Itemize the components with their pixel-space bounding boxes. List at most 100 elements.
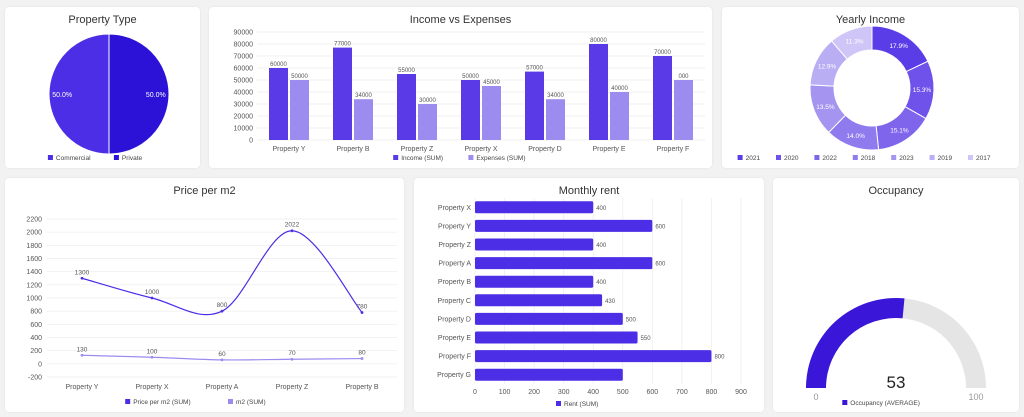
y-tick-label: 30000 (234, 102, 254, 109)
y-tick-label: 800 (30, 309, 42, 316)
bar (475, 257, 653, 270)
bar-data-label: 60000 (270, 62, 287, 68)
pie-slice (108, 33, 170, 155)
bar-data-label: 550 (641, 336, 652, 342)
data-point (150, 355, 154, 359)
point-data-label: 80 (358, 350, 366, 357)
chart-title: Income vs Expenses (409, 14, 512, 26)
x-tick-label: 600 (646, 389, 658, 396)
bar (482, 86, 501, 140)
occupancy-gauge-chart[interactable]: 53 0 100 Occupancy (AVERAGE) (773, 178, 1019, 412)
legend-swatch (814, 155, 820, 160)
y-tick-label: 0 (38, 361, 42, 368)
point-data-label: 1000 (145, 289, 160, 296)
x-tick-label: 700 (676, 389, 688, 396)
legend-swatch (737, 155, 743, 160)
y-tick-label: 60000 (234, 66, 254, 73)
chart-title: Yearly Income (835, 14, 906, 26)
series-line (81, 230, 363, 316)
y-tick-label: 0 (249, 138, 253, 145)
point-data-label: 1300 (75, 269, 90, 276)
y-tick-label: 1200 (26, 282, 42, 289)
legend-swatch (125, 399, 131, 404)
legend-label: Price per m2 (SUM) (133, 399, 190, 406)
legend-swatch (228, 399, 233, 404)
bar (397, 74, 416, 140)
y-tick-label: 80000 (234, 42, 254, 49)
chart-title: Occupancy (868, 185, 924, 197)
x-tick-label: 300 (558, 389, 570, 396)
y-tick-label: Property X (438, 205, 471, 212)
point-data-label: 2022 (285, 222, 300, 229)
data-point (80, 276, 84, 280)
point-data-label: 800 (217, 302, 228, 309)
legend-swatch (891, 155, 897, 160)
y-tick-label: 1400 (26, 269, 42, 276)
y-tick-label: -200 (28, 375, 42, 382)
legend-label: Rent (SUM) (564, 401, 598, 408)
data-point (360, 357, 364, 360)
legend-label: Commercial (56, 155, 91, 162)
x-tick-label: Property B (345, 384, 378, 391)
point-data-label: 780 (357, 303, 368, 310)
monthly-rent-bar-chart[interactable]: 0 100 200 300 400 500 600 700 800 900 Property X 40… (414, 178, 764, 412)
y-tick-label: Property B (438, 279, 471, 286)
y-tick-label: 200 (30, 348, 42, 355)
x-tick-label: 100 (499, 389, 511, 396)
y-tick-label: 70000 (234, 54, 254, 61)
legend-swatch (852, 155, 858, 160)
x-tick-label: 400 (587, 389, 599, 396)
gauge-fill (806, 298, 905, 388)
property-type-pie-chart[interactable]: 50.0% 50.0% Commercial Private (5, 7, 200, 168)
bar-data-label: 000 (678, 74, 689, 80)
legend-swatch (556, 401, 561, 406)
bar-data-label: 600 (655, 262, 666, 268)
donut-data-label: 13.5% (816, 104, 835, 111)
occupancy-card: Occupancy 53 0 100 Occupancy (AVERAGE) (773, 178, 1019, 412)
bar (354, 99, 373, 140)
legend-label: 2018 (861, 155, 876, 162)
bar-data-label: 400 (596, 243, 607, 249)
x-tick-label: 0 (473, 389, 477, 396)
bar-data-label: 600 (655, 224, 666, 230)
x-tick-label: Property Y (273, 146, 306, 153)
income-vs-expenses-card: Income vs Expenses 0 10000 20000 30000 40000… (209, 7, 712, 168)
legend-label: Occupancy (AVERAGE) (850, 400, 920, 407)
legend-swatch (929, 155, 935, 160)
legend-label: 2022 (822, 155, 837, 162)
x-tick-label: 500 (617, 389, 629, 396)
bar-data-label: 500 (626, 317, 637, 323)
bar (418, 104, 437, 140)
chart-title: Monthly rent (558, 185, 620, 197)
y-tick-label: 400 (30, 335, 42, 342)
income-vs-expenses-bar-chart[interactable]: 0 10000 20000 30000 40000 50000 60000 70000 8000… (209, 7, 712, 168)
y-tick-label: Property Y (438, 223, 471, 230)
bar-data-label: 57000 (526, 66, 543, 72)
y-tick-label: 1600 (26, 256, 42, 263)
donut-data-label: 17.9% (889, 43, 908, 50)
x-tick-label: Property X (464, 146, 497, 153)
legend-swatch (468, 155, 474, 160)
chart-title: Property Type (68, 14, 137, 26)
bar-data-label: 400 (596, 206, 607, 212)
x-tick-label: 200 (528, 389, 540, 396)
yearly-income-card: Yearly Income 17.9% 15.3% 15.1% 14.0% 13.5% 1… (722, 7, 1019, 168)
y-tick-label: 40000 (234, 90, 254, 97)
y-tick-label: 600 (30, 322, 42, 329)
price-per-m2-line-chart[interactable]: -200 0 200 400 600 800 1000 1200 1400 1600 1800 200… (5, 178, 404, 412)
y-tick-label: 20000 (234, 114, 254, 121)
y-tick-label: 2200 (26, 217, 42, 224)
y-tick-label: 1800 (26, 243, 42, 250)
bar-data-label: 430 (605, 299, 616, 305)
legend-label: 2021 (746, 155, 761, 162)
bar (290, 80, 309, 140)
gauge-min-label: 0 (813, 392, 818, 402)
bar (674, 80, 693, 140)
point-data-label: 100 (147, 348, 158, 355)
yearly-income-donut-chart[interactable]: 17.9% 15.3% 15.1% 14.0% 13.5% 12.9% 11.3% 2021 2… (722, 7, 1019, 168)
bar (653, 56, 672, 140)
y-tick-label: 50000 (234, 78, 254, 85)
x-tick-label: Property A (206, 384, 239, 391)
bar-data-label: 34000 (547, 93, 564, 99)
bar (475, 238, 594, 251)
